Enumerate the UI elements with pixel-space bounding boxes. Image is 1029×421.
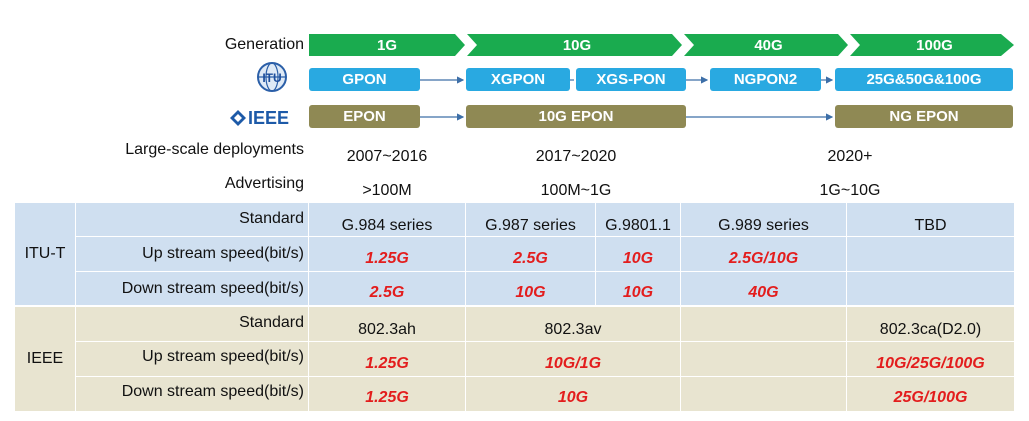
itut-std-g987: G.987 series bbox=[485, 217, 576, 234]
ieee-up-epon: 1.25G bbox=[365, 355, 409, 372]
ieee-diamond-icon bbox=[230, 110, 246, 126]
gen-label-40g: 40G bbox=[754, 36, 783, 54]
ieee-down-10gepon: 10G bbox=[557, 389, 589, 406]
itu-box-gpon: GPON bbox=[309, 68, 420, 91]
grid-vline bbox=[75, 203, 76, 411]
grid-vline bbox=[308, 203, 309, 411]
itu-box-xgpon: XGPON bbox=[466, 68, 570, 91]
itut-down-ngpon2: 40G bbox=[748, 284, 779, 301]
itu-box-xgs-pon: XGS-PON bbox=[576, 68, 686, 91]
gen-label-1g: 1G bbox=[376, 36, 397, 54]
advertising-10g: 100M~1G bbox=[540, 182, 612, 199]
grid-hline bbox=[75, 271, 1014, 272]
grid-vline bbox=[846, 203, 847, 411]
itut-up-xgspon: 10G bbox=[622, 250, 654, 267]
generation-label: Generation bbox=[224, 36, 304, 53]
ieee-up-ngepon: 10G/25G/100G bbox=[876, 355, 985, 372]
itut-down-xgspon: 10G bbox=[622, 284, 654, 301]
itut-std-g984: G.984 series bbox=[341, 217, 433, 234]
itut-down-xgpon: 10G bbox=[515, 284, 546, 301]
ieee-down-label: Down stream speed(bit/s) bbox=[121, 383, 304, 400]
advertising-1g: >100M bbox=[362, 182, 412, 199]
grid-hline bbox=[75, 341, 1014, 342]
advertising-label: Advertising bbox=[224, 175, 304, 192]
ieee-logo-text: IEEE bbox=[248, 107, 290, 128]
ieee-box-epon: EPON bbox=[309, 105, 420, 128]
ieee-std-8023ca: 802.3ca(D2.0) bbox=[879, 321, 982, 338]
itut-up-ngpon2: 2.5G/10G bbox=[728, 250, 799, 267]
grid-vline bbox=[595, 203, 596, 305]
itu-box-25g50g100g: 25G&50G&100G bbox=[835, 68, 1013, 91]
gen-segment-40g bbox=[684, 34, 848, 56]
ieee-down-epon: 1.25G bbox=[365, 389, 409, 406]
evolution-arrows bbox=[420, 76, 834, 121]
itu-box-ngpon2: NGPON2 bbox=[710, 68, 821, 91]
itut-band bbox=[15, 203, 1014, 305]
itut-label: ITU-T bbox=[24, 245, 66, 262]
gen-label-100g: 100G bbox=[916, 36, 953, 54]
ieee-std-8023av: 802.3av bbox=[544, 321, 602, 338]
itut-std-g9801: G.9801.1 bbox=[605, 217, 671, 234]
deployments-label: Large-scale deployments bbox=[125, 141, 304, 158]
itut-standard-label: Standard bbox=[239, 210, 304, 227]
ieee-down-ngepon: 25G/100G bbox=[893, 389, 968, 406]
svg-text:ITU: ITU bbox=[262, 71, 281, 85]
grid-vline bbox=[680, 203, 681, 411]
grid-hline bbox=[15, 305, 1014, 307]
itut-down-label: Down stream speed(bit/s) bbox=[121, 280, 304, 297]
ieee-box-ng-epon: NG EPON bbox=[835, 105, 1013, 128]
grid-hline bbox=[75, 236, 1014, 237]
itu-logo-icon: ITU bbox=[257, 62, 287, 92]
ieee-std-8023ah: 802.3ah bbox=[358, 321, 416, 338]
itut-down-gpon: 2.5G bbox=[369, 284, 405, 301]
itut-up-gpon: 1.25G bbox=[365, 250, 409, 267]
gen-segment-1g bbox=[309, 34, 465, 56]
grid-hline bbox=[75, 376, 1014, 377]
ieee-up-label: Up stream speed(bit/s) bbox=[142, 348, 304, 365]
deployment-next: 2020+ bbox=[827, 148, 873, 165]
grid-vline bbox=[465, 203, 466, 411]
ieee-standard-label: Standard bbox=[239, 314, 304, 331]
deployment-1g: 2007~2016 bbox=[346, 148, 428, 165]
itut-up-xgpon: 2.5G bbox=[513, 250, 548, 267]
deployment-10g: 2017~2020 bbox=[535, 148, 617, 165]
ieee-band bbox=[15, 307, 1014, 411]
gen-segment-10g bbox=[467, 34, 682, 56]
gen-label-10g: 10G bbox=[562, 36, 592, 54]
itut-std-g989: G.989 series bbox=[718, 217, 809, 234]
ieee-logo: IEEE bbox=[230, 107, 300, 129]
itut-std-tbd: TBD bbox=[914, 217, 947, 234]
ieee-up-10gepon: 10G/1G bbox=[544, 355, 602, 372]
generation-arrow bbox=[309, 34, 1014, 56]
ieee-box-10g-epon: 10G EPON bbox=[466, 105, 686, 128]
advertising-next: 1G~10G bbox=[819, 182, 881, 199]
itut-up-label: Up stream speed(bit/s) bbox=[142, 245, 304, 262]
gen-segment-100g bbox=[850, 34, 1014, 56]
ieee-row-label: IEEE bbox=[26, 350, 64, 367]
